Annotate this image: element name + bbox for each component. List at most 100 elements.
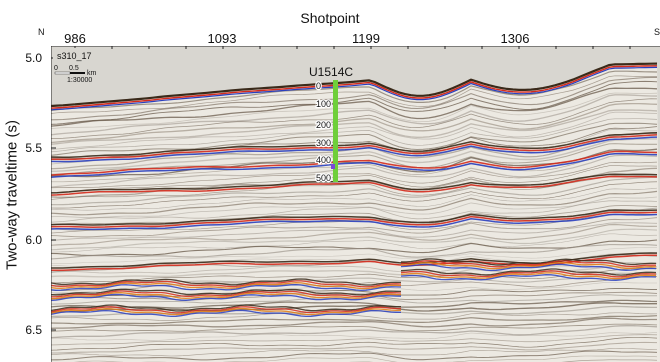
seismic-trace <box>51 87 658 127</box>
deep-reflector <box>400 268 657 276</box>
deep-reflector <box>51 284 402 292</box>
scale-value-label: 0.5 <box>69 65 79 72</box>
seismic-trace <box>51 143 657 175</box>
y-tick-label: 6.0 <box>25 233 42 247</box>
seafloor-reflector <box>51 66 658 111</box>
strong-reflector <box>51 173 658 194</box>
seismic-trace <box>51 223 658 246</box>
seismic-trace <box>51 187 658 211</box>
seismic-trace <box>51 261 657 274</box>
seismic-trace <box>51 332 658 341</box>
well-depth-labels: 0 100 200 300 400 500 <box>315 80 332 184</box>
seismic-trace <box>51 75 658 114</box>
deep-reflector <box>400 274 657 281</box>
depth-label: 100 <box>316 99 331 109</box>
seismic-trace <box>73 355 658 362</box>
strong-reflector <box>51 150 658 176</box>
well-name-label: U1514C <box>309 65 353 79</box>
deep-reflector <box>51 309 401 318</box>
seismic-trace <box>51 151 658 183</box>
deep-reflector <box>51 293 402 302</box>
seismic-trace <box>51 239 658 256</box>
deep-reflector <box>51 288 402 296</box>
strong-reflector <box>51 209 658 226</box>
seismic-trace <box>51 98 658 139</box>
strong-reflector <box>51 175 658 196</box>
seismic-trace <box>51 76 657 121</box>
seismic-trace <box>51 299 658 309</box>
seafloor-reflector <box>51 65 658 109</box>
seafloor-reflector <box>51 62 658 108</box>
deep-reflector <box>401 258 657 266</box>
line-name-label: s310_17 <box>57 51 92 61</box>
seismic-trace <box>51 122 658 156</box>
seismic-trace <box>51 196 658 219</box>
seismic-trace <box>51 217 658 238</box>
seismic-trace <box>51 244 658 260</box>
seismic-trace <box>51 111 658 151</box>
shotpoint-tick-label: 986 <box>64 31 86 46</box>
y-tick-label: 5.5 <box>25 141 42 155</box>
strong-reflector <box>51 136 658 163</box>
direction-north-label: N <box>38 27 45 37</box>
seismic-trace <box>51 317 657 329</box>
seismic-trace <box>51 334 658 346</box>
seismic-trace <box>51 205 658 226</box>
axis-title-shotpoint: Shotpoint <box>300 10 360 26</box>
shotpoint-tick-label: 1306 <box>500 31 530 46</box>
seismic-trace <box>51 247 657 265</box>
seismic-trace <box>51 102 658 144</box>
deep-reflector <box>51 292 402 300</box>
depth-label: 400 <box>316 155 331 165</box>
seismic-trace <box>51 348 658 357</box>
deep-reflector <box>51 280 402 288</box>
depth-label: 300 <box>316 138 331 148</box>
seismic-trace <box>51 176 657 206</box>
y-tick-label: 5.0 <box>25 51 42 65</box>
strong-reflector <box>51 213 658 231</box>
seismic-trace <box>51 228 658 251</box>
seismic-trace <box>51 138 658 172</box>
deep-reflector <box>400 270 657 278</box>
seismic-trace <box>51 200 658 223</box>
deep-reflector <box>400 261 657 270</box>
seismic-trace <box>51 80 658 125</box>
seismic-trace <box>51 118 658 153</box>
deep-reflector <box>51 304 401 312</box>
seismic-trace <box>51 174 658 200</box>
depth-label: 0 <box>316 81 321 91</box>
depth-label: 500 <box>316 173 331 183</box>
seismic-trace <box>51 109 658 145</box>
strong-reflector <box>51 131 658 158</box>
seismic-trace <box>51 325 658 339</box>
seismic-trace <box>51 222 658 241</box>
shotpoint-tick-label: 1093 <box>207 31 237 46</box>
deep-reflector <box>51 306 401 314</box>
scale-unit-label: km <box>87 70 97 77</box>
seismic-trace <box>51 165 658 194</box>
strong-reflector <box>51 134 658 161</box>
strong-reflector <box>51 211 658 228</box>
well-log-bar <box>333 80 338 182</box>
deep-reflector <box>51 278 402 286</box>
seismic-trace <box>51 190 658 216</box>
seismic-trace <box>51 350 658 361</box>
depth-label: 200 <box>316 120 331 130</box>
scale-value-label: 0 <box>54 65 58 72</box>
shotpoint-tick-label: 1199 <box>352 31 380 46</box>
deep-reflector <box>51 282 402 290</box>
seismic-trace <box>51 94 658 136</box>
seismic-trace <box>51 341 658 354</box>
deep-reflector <box>400 272 657 280</box>
strong-reflector <box>51 152 658 179</box>
seismic-trace <box>51 92 658 129</box>
seismic-trace <box>51 336 658 351</box>
seismic-trace <box>51 315 658 325</box>
seismic-trace <box>51 181 658 209</box>
seismic-trace <box>51 323 658 332</box>
seismic-section-image: s310_17 0 0.5 km 1:30000 U1514C 0 100 20… <box>51 46 660 362</box>
deep-reflector <box>51 307 402 316</box>
direction-south-label: S <box>654 27 660 37</box>
scale-ratio-label: 1:30000 <box>67 77 92 84</box>
deep-reflector <box>401 260 657 268</box>
